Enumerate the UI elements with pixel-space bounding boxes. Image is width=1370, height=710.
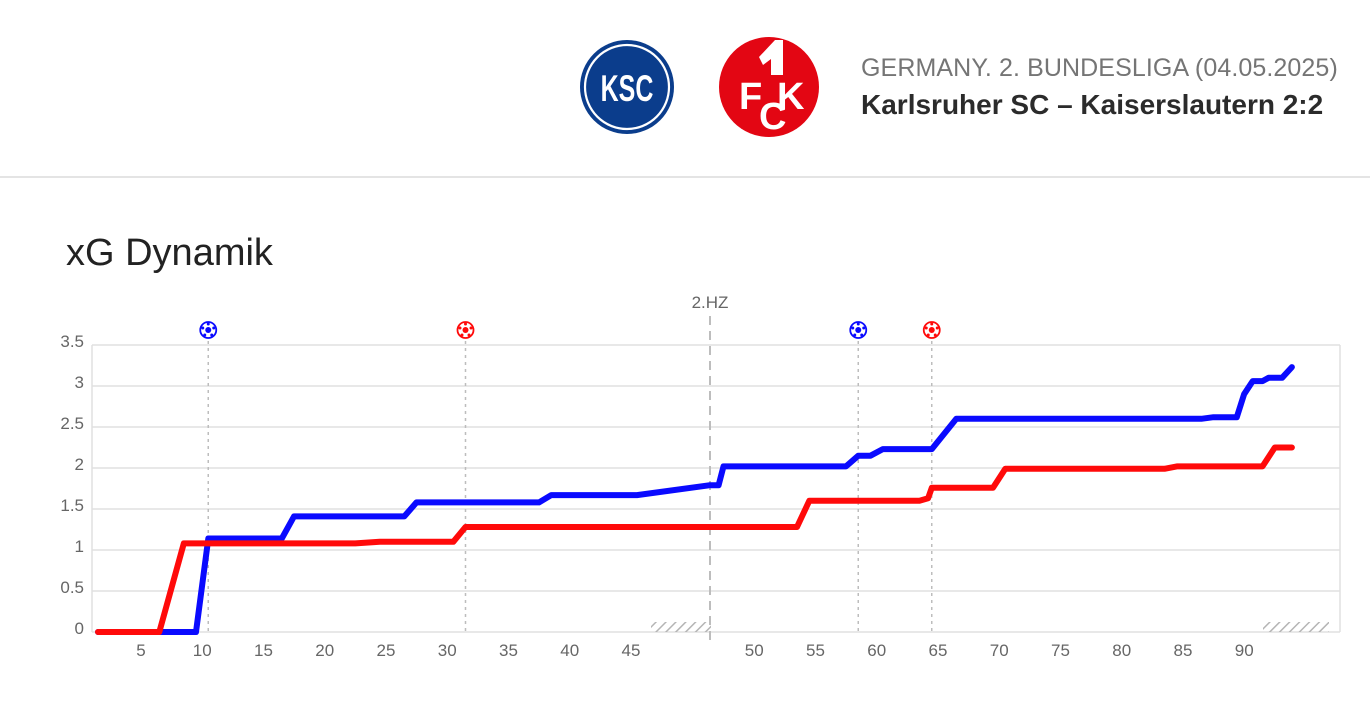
soccer-ball-icon-patch: [462, 327, 469, 333]
x-tick-label: 65: [929, 641, 948, 660]
soccer-ball-icon-patch: [924, 326, 928, 330]
x-tick-label: 55: [806, 641, 825, 660]
x-tick-label: 75: [1051, 641, 1070, 660]
xg-chart: 0 0.5 1 1.5 2 2.5 3 3.5 2.HZ 5 10 15 20 25 30 35 40 45 50 5…: [60, 293, 1341, 660]
x-tick-label: 30: [438, 641, 457, 660]
soccer-ball-icon-patch: [930, 322, 934, 326]
match-header: KSC F C K GERMANY. 2. BUNDESLIGA (04.05.…: [0, 0, 1370, 178]
chart-title: xG Dynamik: [66, 232, 273, 274]
soccer-ball-icon-patch: [205, 327, 212, 333]
svg-text:C: C: [759, 96, 786, 137]
competition-label: GERMANY. 2. BUNDESLIGA (04.05.2025): [861, 54, 1338, 82]
soccer-ball-icon-patch: [464, 322, 467, 326]
x-tick-label: 25: [377, 641, 396, 660]
x-tick-label: 20: [315, 641, 334, 660]
svg-text:K: K: [777, 76, 805, 118]
y-tick-label: 1: [75, 537, 84, 556]
soccer-ball-icon-patch: [851, 326, 855, 330]
soccer-ball-icon-patch: [210, 333, 214, 337]
soccer-ball-icon-patch: [469, 326, 473, 330]
x-tick-label: 50: [745, 641, 764, 660]
soccer-ball-icon-patch: [926, 333, 930, 337]
karlsruher-sc-logo: KSC: [578, 38, 676, 136]
soccer-ball-icon-patch: [933, 333, 937, 337]
soccer-ball-icon-patch: [862, 326, 866, 330]
x-tick-label: 70: [990, 641, 1009, 660]
y-tick-label: 3.5: [60, 332, 84, 351]
soccer-ball-icon-patch: [212, 326, 216, 330]
halftime-label: 2.HZ: [692, 293, 729, 312]
karlsruher-sc-logo-text: KSC: [601, 68, 654, 109]
x-tick-label: 35: [499, 641, 518, 660]
x-tick-label: 10: [193, 641, 212, 660]
soccer-ball-icon-patch: [203, 333, 207, 337]
y-tick-label: 0.5: [60, 578, 84, 597]
x-tick-label: 60: [867, 641, 886, 660]
y-tick-label: 3: [75, 373, 84, 392]
match-info: GERMANY. 2. BUNDESLIGA (04.05.2025) Karl…: [861, 54, 1338, 121]
x-tick-label: 45: [622, 641, 641, 660]
soccer-ball-icon-patch: [860, 333, 864, 337]
soccer-ball-icon-patch: [467, 333, 471, 337]
y-tick-label: 1.5: [60, 496, 84, 515]
svg-text:F: F: [739, 76, 762, 118]
soccer-ball-icon-patch: [928, 327, 935, 333]
kaiserslautern-logo: F C K: [719, 37, 819, 137]
y-tick-label: 2: [75, 455, 84, 474]
x-tick-label: 90: [1235, 641, 1254, 660]
x-tick-label: 40: [560, 641, 579, 660]
x-tick-label: 80: [1112, 641, 1131, 660]
soccer-ball-icon-patch: [856, 322, 860, 326]
y-tick-label: 0: [75, 619, 84, 638]
y-tick-label: 2.5: [60, 414, 84, 433]
match-title: Karlsruher SC – Kaiserslautern 2:2: [861, 89, 1324, 120]
soccer-ball-icon-patch: [201, 326, 205, 330]
x-tick-label: 15: [254, 641, 273, 660]
home-xg-line: [95, 364, 1295, 635]
soccer-ball-icon-patch: [460, 333, 464, 337]
away-xg-line: [95, 444, 1295, 635]
soccer-ball-icon-patch: [458, 326, 462, 330]
soccer-ball-icon-patch: [935, 326, 939, 330]
soccer-ball-icon-patch: [853, 333, 857, 337]
first-half-stoppage-hatch: [651, 622, 711, 632]
second-half-stoppage-hatch: [1263, 622, 1329, 632]
x-tick-label: 85: [1174, 641, 1193, 660]
x-tick-label: 5: [136, 641, 145, 660]
soccer-ball-icon-patch: [206, 322, 210, 326]
soccer-ball-icon-patch: [855, 327, 862, 333]
